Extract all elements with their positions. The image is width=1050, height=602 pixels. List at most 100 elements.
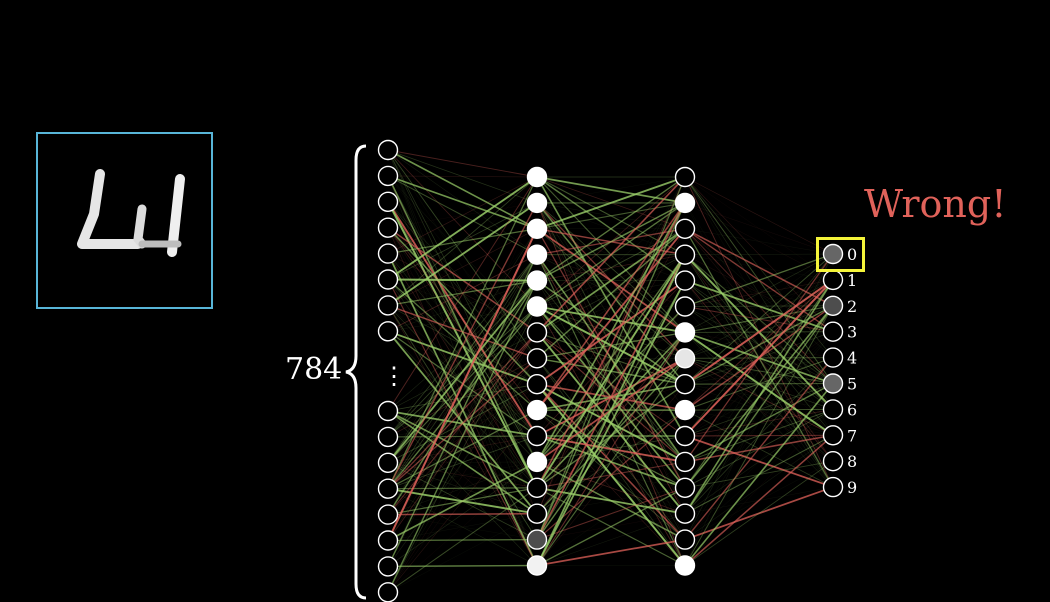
output-neuron	[822, 373, 844, 394]
connection	[684, 434, 834, 437]
output-neuron	[822, 295, 844, 316]
connection	[684, 382, 834, 567]
hidden1-neuron	[526, 192, 548, 214]
connection	[536, 202, 686, 333]
connection	[536, 435, 686, 463]
connection	[684, 228, 834, 410]
hidden1-neuron	[526, 425, 548, 447]
connection	[536, 254, 686, 540]
connection	[536, 202, 686, 282]
connection	[536, 487, 686, 541]
connection	[684, 408, 834, 463]
connection	[387, 358, 538, 593]
connection	[684, 331, 834, 437]
hidden2-neuron	[674, 244, 696, 265]
connection	[684, 176, 834, 255]
connection	[387, 176, 538, 254]
connection	[684, 228, 834, 307]
connection	[684, 253, 834, 359]
connection	[536, 176, 686, 540]
connection	[387, 175, 538, 230]
connection	[536, 202, 686, 230]
connection	[536, 176, 686, 514]
connection	[684, 176, 834, 410]
input-neuron	[377, 582, 399, 602]
connection	[387, 306, 538, 593]
input-layer-ellipsis: ⋮	[382, 362, 406, 390]
connection	[387, 176, 538, 281]
connection	[684, 305, 834, 333]
connection	[387, 384, 538, 593]
connection	[684, 357, 834, 514]
connection	[536, 435, 686, 514]
connection	[387, 280, 538, 464]
connection	[536, 176, 686, 437]
hidden1-neuron	[526, 477, 548, 498]
connection	[387, 461, 538, 489]
connection	[536, 202, 686, 540]
connection	[536, 409, 686, 540]
connection	[536, 228, 686, 488]
digit-pixel-grid	[77, 169, 185, 257]
hidden1-neuron	[526, 218, 548, 240]
connection	[684, 434, 834, 567]
connection	[387, 202, 538, 280]
input-layer-brace	[345, 144, 367, 600]
connection	[387, 279, 538, 307]
connection	[684, 253, 834, 385]
connection	[387, 176, 538, 489]
connection	[387, 410, 538, 515]
connection	[684, 435, 834, 540]
network-connections	[387, 149, 834, 593]
connection	[684, 228, 834, 255]
connection	[387, 228, 538, 306]
hidden2-neuron	[674, 218, 696, 240]
connection	[387, 357, 538, 490]
connection	[684, 357, 834, 411]
connection	[536, 176, 686, 204]
hidden2-neuron	[674, 555, 696, 576]
hidden1-neuron	[526, 374, 548, 395]
hidden2-neuron	[674, 451, 696, 473]
connection	[387, 488, 538, 566]
connection	[387, 228, 538, 255]
connection	[536, 487, 686, 567]
hidden2-neuron	[674, 374, 696, 395]
connection	[684, 202, 834, 281]
input-neuron	[377, 478, 399, 499]
input-neuron	[377, 191, 399, 213]
connection	[387, 461, 538, 593]
connection	[536, 176, 686, 307]
connection	[684, 331, 834, 437]
connection	[536, 176, 686, 204]
connection	[536, 202, 686, 489]
connection	[536, 409, 686, 515]
digit-stroke	[77, 169, 143, 249]
hidden-layer-2	[674, 166, 696, 576]
output-neuron	[822, 425, 844, 446]
connection	[387, 254, 538, 489]
connection	[387, 332, 538, 515]
connection	[684, 279, 834, 489]
connection	[684, 254, 834, 488]
connection	[387, 280, 538, 567]
connection	[387, 461, 538, 515]
output-digit-label: 8	[847, 452, 857, 471]
connection	[684, 486, 834, 541]
output-layer: 0 1 2 3 4 5 6 7 8 9	[822, 243, 857, 498]
hidden2-neuron	[674, 503, 696, 524]
output-digit-label: 9	[847, 478, 857, 497]
connection	[536, 538, 686, 567]
output-digit-label: 7	[847, 426, 857, 445]
connection	[387, 280, 538, 332]
connection	[684, 279, 834, 411]
connection	[536, 357, 686, 566]
input-neuron	[377, 321, 399, 342]
output-neuron	[822, 399, 844, 420]
connection	[684, 253, 834, 255]
connection	[387, 175, 538, 256]
connection	[684, 331, 834, 514]
connection	[536, 176, 686, 230]
connection	[387, 149, 538, 230]
connection	[536, 202, 686, 514]
